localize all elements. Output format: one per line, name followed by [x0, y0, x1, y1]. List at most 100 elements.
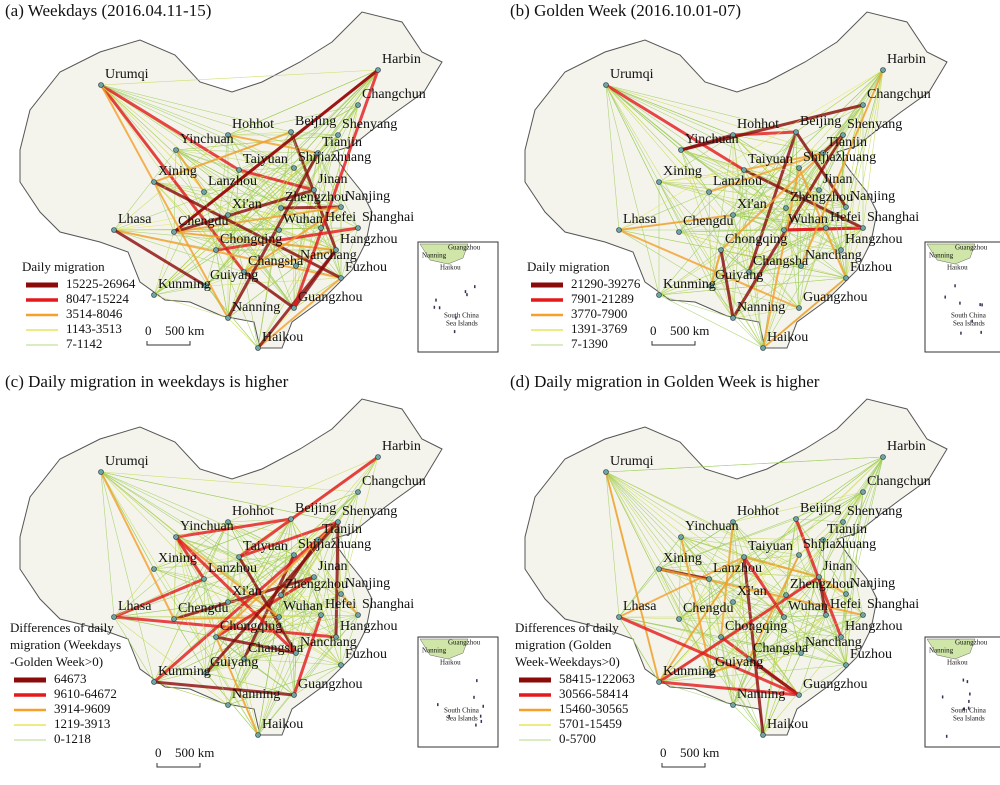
flow-line [708, 191, 785, 231]
city-label: Hefei [830, 597, 861, 612]
city-dot [880, 67, 886, 73]
city-label: Shenyang [847, 504, 902, 519]
city-dot [616, 227, 622, 233]
flow-line [798, 167, 847, 208]
city-dot [318, 225, 324, 231]
city-label: Yinchuan [180, 519, 234, 534]
flow-line [605, 471, 620, 618]
flow-line [605, 84, 710, 193]
city-dot [793, 129, 799, 135]
city-dot [820, 537, 826, 543]
flow-line [800, 456, 884, 654]
flow-line [173, 536, 177, 620]
city-dot [746, 656, 752, 662]
flow-line [710, 207, 787, 287]
flow-line [100, 84, 229, 319]
flow-line [719, 249, 735, 319]
city-label: Hefei [830, 210, 861, 225]
city-dot [355, 225, 361, 231]
city-dot [603, 469, 609, 475]
inset-land [926, 243, 976, 265]
legend-label: 58415-122063 [559, 671, 635, 686]
island [476, 679, 478, 683]
flow-line [205, 672, 259, 736]
city-dot [838, 634, 844, 640]
flow-line [710, 521, 844, 674]
flow-line [243, 652, 297, 660]
flow-line [153, 294, 229, 319]
city-dot [236, 554, 242, 560]
legend-label: 7-1142 [66, 336, 102, 351]
flow-line [605, 84, 680, 233]
city-dot [293, 650, 299, 656]
flow-line [845, 593, 864, 616]
flow-line [340, 227, 359, 279]
flow-line [100, 471, 315, 578]
flow-line [238, 455, 379, 559]
city-label: Hohhot [737, 504, 779, 519]
flow-line [100, 84, 295, 169]
panel-title: (b) Golden Week (2016.10.01-07) [510, 1, 741, 20]
city-label: Fuzhou [850, 260, 892, 275]
flow-line [227, 554, 295, 603]
flow-line [798, 104, 864, 309]
flow-line [113, 616, 229, 706]
city-label: Hohhot [737, 117, 779, 132]
legend-label: 8047-15224 [66, 291, 129, 306]
city-label: Xi'an [737, 197, 767, 212]
city-label: Wuhan [788, 212, 828, 227]
island [971, 319, 973, 323]
city-dot [730, 132, 736, 138]
legend-label: 64673 [54, 671, 87, 686]
inset-label: Sea Islands [953, 715, 985, 723]
city-label: Wuhan [283, 212, 323, 227]
flow-line [732, 521, 827, 616]
flow-line [818, 491, 864, 578]
flow-line [113, 149, 177, 231]
flow-line [618, 536, 682, 618]
flow-line [174, 535, 298, 655]
flow-line [785, 104, 864, 209]
island [453, 330, 456, 334]
flow-line [175, 149, 240, 171]
city-dot [730, 519, 736, 525]
flow-line [742, 556, 765, 736]
flow-line [227, 601, 337, 638]
flow-line [605, 83, 745, 172]
flow-line [227, 456, 379, 706]
flow-line [748, 271, 847, 279]
flow-line [227, 69, 379, 216]
city-dot [730, 599, 736, 605]
flow-line [658, 189, 820, 296]
flow-line [800, 614, 864, 654]
flow-line [173, 206, 342, 233]
flow-line [618, 616, 750, 660]
flow-line [205, 285, 259, 349]
flow-line [227, 539, 319, 706]
inset-label: Sea Islands [953, 320, 985, 328]
legend-label: 1219-3913 [54, 716, 110, 731]
city-dot [718, 634, 724, 640]
city-dot [335, 132, 341, 138]
flow-line [340, 456, 379, 595]
city-label: Hefei [325, 210, 356, 225]
flow-line [337, 104, 359, 136]
city-label: Chengdu [178, 601, 229, 616]
flow-line [227, 169, 240, 319]
flow-line [822, 539, 827, 616]
flow-line [238, 520, 339, 559]
legend-label: 0-1218 [54, 731, 91, 746]
city-dot [171, 229, 177, 235]
city-label: Taiyuan [243, 152, 288, 167]
flow-line [658, 456, 884, 683]
city-label: Urumqi [105, 67, 149, 82]
city-label: Shanghai [362, 597, 414, 612]
city-label: Xi'an [232, 197, 262, 212]
flow-line [732, 594, 787, 706]
city-dot [783, 205, 789, 211]
city-dot [678, 534, 684, 540]
city-label: Haikou [262, 330, 303, 345]
island [954, 284, 956, 288]
city-dot [375, 454, 381, 460]
flow-line [278, 229, 337, 251]
